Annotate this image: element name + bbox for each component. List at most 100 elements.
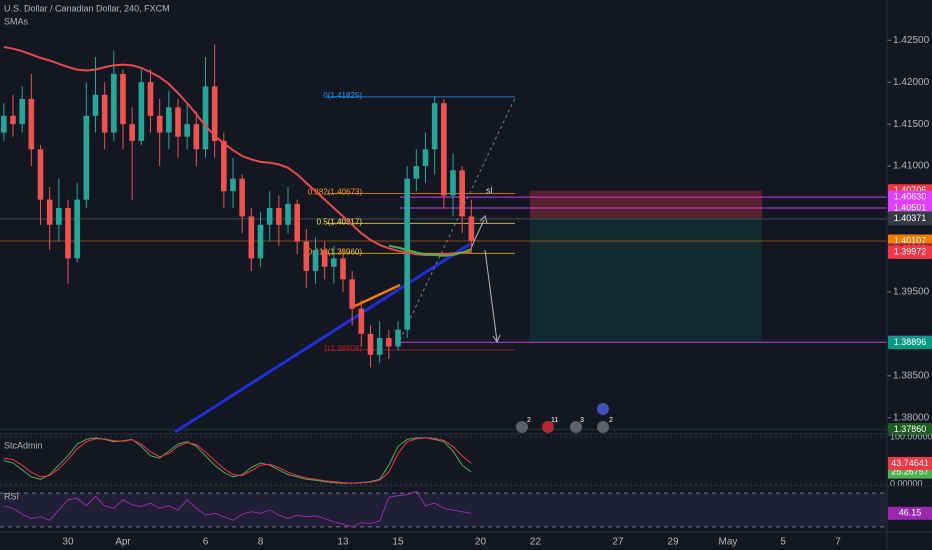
candle-body bbox=[83, 115, 90, 200]
price-tag bbox=[888, 245, 932, 259]
sma-line bbox=[388, 244, 472, 257]
fib-label: 1(1.38808) bbox=[323, 344, 362, 353]
event-count: 11 bbox=[551, 417, 558, 424]
candle-body bbox=[413, 166, 420, 179]
value-tag-label: 46.15 bbox=[899, 508, 922, 518]
price-tag-label: 1.40107 bbox=[894, 235, 927, 245]
candle-body bbox=[10, 115, 16, 125]
overlay-legend: SMAs bbox=[4, 16, 29, 26]
y-tick-label: 1.38000 bbox=[893, 412, 930, 423]
rsi-band bbox=[0, 493, 887, 527]
candle-body bbox=[193, 124, 200, 150]
candle-body bbox=[266, 208, 273, 225]
candle-body bbox=[37, 149, 44, 200]
candle-body bbox=[156, 115, 163, 133]
candle-body bbox=[276, 208, 282, 225]
y-tick-label: 1.42000 bbox=[893, 77, 930, 88]
arrow bbox=[484, 249, 498, 342]
candle-body bbox=[221, 140, 227, 192]
candle-body bbox=[340, 258, 346, 280]
candle-body bbox=[138, 82, 145, 141]
candle-body bbox=[303, 241, 310, 271]
y-tick-label: 1.39500 bbox=[893, 287, 930, 298]
candle-body bbox=[404, 178, 410, 330]
event-icon[interactable] bbox=[597, 421, 609, 433]
candle-body bbox=[230, 178, 236, 192]
candle-body bbox=[239, 178, 245, 217]
indicator-title: StcAdmin bbox=[4, 440, 43, 450]
candle-body bbox=[376, 338, 383, 355]
target-zone bbox=[530, 217, 762, 343]
sma-line bbox=[3, 46, 472, 256]
y-tick-label: 1.38500 bbox=[893, 370, 930, 381]
indicator-line bbox=[3, 437, 472, 484]
x-tick-label: 27 bbox=[612, 537, 624, 548]
candle-body bbox=[92, 94, 99, 116]
candle-body bbox=[441, 103, 447, 196]
candle-body bbox=[166, 107, 172, 133]
x-tick-label: 5 bbox=[780, 537, 786, 548]
candle-body bbox=[56, 208, 62, 225]
candle-body bbox=[28, 98, 35, 150]
value-tag-label: 43.74641 bbox=[891, 458, 929, 468]
event-icon[interactable] bbox=[597, 403, 609, 415]
fib-label: 0.382(1.40673) bbox=[308, 188, 363, 197]
event-icons: 2 11 3 2 bbox=[516, 403, 613, 433]
x-tick-label: 7 bbox=[835, 537, 841, 548]
y-tick-label: 1.41500 bbox=[893, 119, 930, 130]
candle-body bbox=[175, 107, 181, 137]
trend-line bbox=[174, 242, 471, 434]
candle-body bbox=[111, 73, 117, 133]
value-tag bbox=[888, 456, 932, 470]
price-tag bbox=[888, 212, 932, 226]
candle-body bbox=[211, 86, 218, 141]
y-tick-label: 1.41000 bbox=[893, 161, 930, 172]
price-tag bbox=[888, 190, 932, 204]
event-count: 3 bbox=[580, 417, 584, 424]
indicator-title: RSI bbox=[4, 491, 19, 501]
x-tick-label: 20 bbox=[475, 537, 487, 548]
price-tag bbox=[888, 201, 932, 215]
arrow-head bbox=[492, 334, 501, 344]
candle-body bbox=[65, 208, 71, 259]
x-tick-label: 8 bbox=[258, 537, 264, 548]
event-count: 2 bbox=[527, 417, 531, 424]
event-icon[interactable] bbox=[516, 421, 528, 433]
candle-body bbox=[358, 308, 365, 334]
candle-body bbox=[101, 94, 108, 133]
candle-body bbox=[422, 149, 429, 167]
candle-body bbox=[450, 170, 456, 196]
trend-segment bbox=[354, 283, 401, 308]
y-tick-label: 100.00000 bbox=[890, 431, 932, 441]
event-count: 2 bbox=[609, 417, 613, 424]
price-tag bbox=[888, 336, 932, 350]
annotation: sl bbox=[486, 185, 493, 195]
fib-label: 0.618(1.39960) bbox=[308, 247, 363, 256]
x-tick-label: 15 bbox=[392, 537, 404, 548]
candle-body bbox=[19, 98, 25, 125]
x-tick-label: 30 bbox=[62, 537, 74, 548]
arrow bbox=[469, 219, 485, 251]
candle-body bbox=[202, 86, 209, 150]
candle-body bbox=[468, 216, 475, 241]
indicator-line bbox=[3, 437, 472, 484]
fib-label: 0(1.41825) bbox=[323, 91, 362, 100]
candle-body bbox=[285, 203, 291, 225]
event-icon[interactable] bbox=[570, 421, 582, 433]
candle-body bbox=[312, 249, 319, 271]
candle-body bbox=[349, 279, 355, 309]
candle-body bbox=[321, 249, 328, 267]
event-icon[interactable] bbox=[542, 421, 554, 433]
price-tag bbox=[888, 422, 932, 436]
candle-body bbox=[331, 258, 337, 267]
candle-body bbox=[1, 115, 7, 133]
fib-trend bbox=[399, 97, 516, 341]
candle-body bbox=[294, 203, 300, 242]
x-tick-label: 29 bbox=[667, 537, 679, 548]
background-layer bbox=[0, 39, 891, 528]
fib-label: 0.5(1.40317) bbox=[317, 217, 363, 226]
candle-body bbox=[129, 124, 135, 141]
x-tick-label: 6 bbox=[203, 537, 209, 548]
